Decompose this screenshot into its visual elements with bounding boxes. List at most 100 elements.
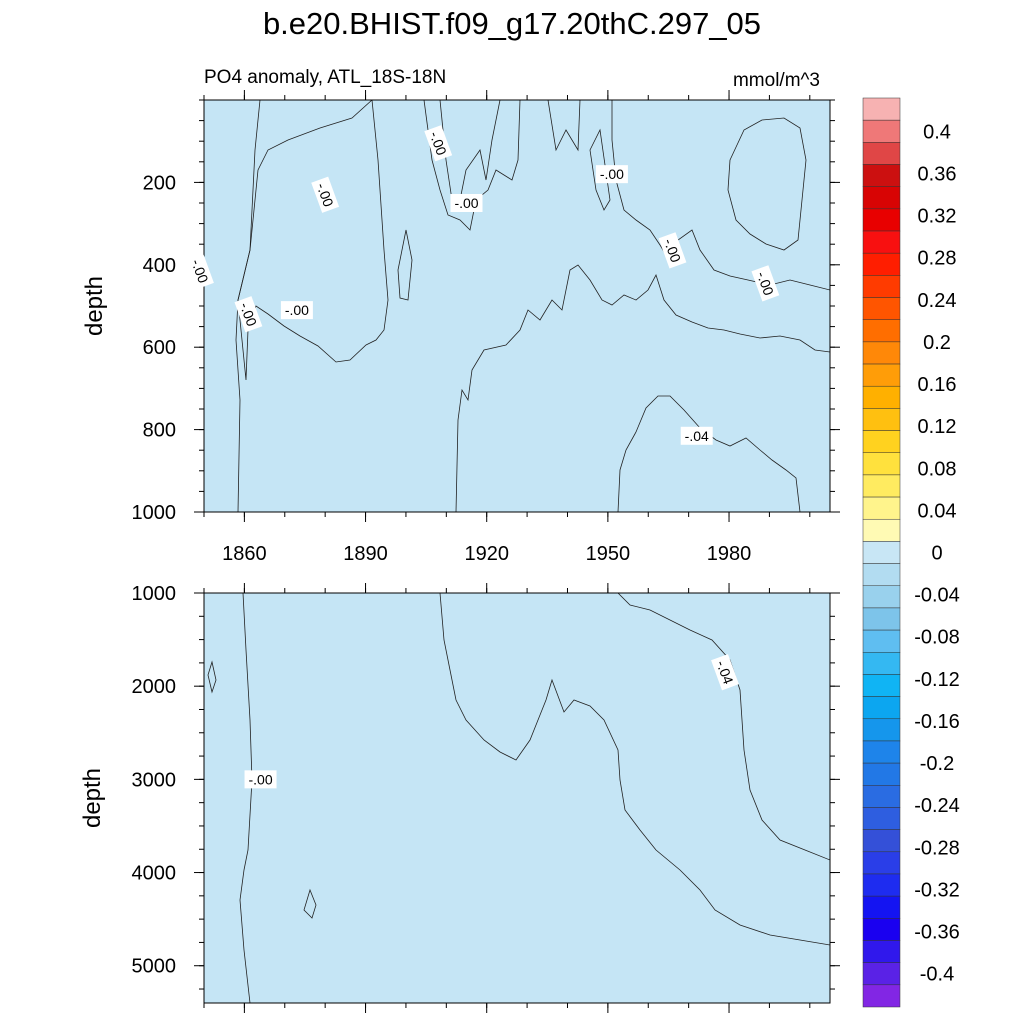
contour-label-text: -.00 [427,129,450,157]
lower-background-fill [204,593,830,1003]
colorbar-swatch [862,518,901,542]
contour-label: -.00 [450,194,483,212]
contour-label-text: -.00 [661,236,684,264]
contour-label: -.00 [234,296,263,333]
contour-label-text: -.00 [188,257,211,285]
contour-label-bg [450,194,483,212]
field-label: PO4 anomaly, ATL_18S-18N [204,67,446,88]
contour-label-bg [595,165,628,184]
contour-labels-layer: -.00 -.00 -.00 -.00 -.00 -.00 -.00 -.00 -.00 -.04… [186,125,780,789]
colorbar-label: 0.24 [918,290,957,312]
colorbar-swatch [862,164,901,187]
colorbar-swatch [862,762,901,786]
colorbar-swatch [862,208,901,232]
lower-yellow-left-strip [204,593,253,1003]
contour-label-text: -.00 [285,302,309,318]
colorbar-label: -0.04 [914,585,960,607]
contour-label: -.04 [711,654,739,691]
colorbar-swatch [862,829,901,853]
lower-yellow-tiny-blob [207,660,217,694]
contour-label: -.00 [280,301,313,320]
colorbar-swatch [862,319,901,343]
y-tick-label: 1000 [132,583,177,605]
colorbar-swatch [862,363,901,387]
upper-yellow-small-right [397,229,413,301]
contour-label-bg [234,296,263,333]
colorbar-swatch [862,895,901,919]
colorbar-label: -0.2 [920,753,954,775]
contour-label-bg [424,125,453,162]
contour-label-bg [280,301,313,320]
colorbar-swatch [862,718,901,742]
colorbar-swatch [862,408,901,431]
colorbar-swatch [862,341,901,365]
colorbar-label: -0.4 [920,964,954,986]
colorbar-swatch [862,873,901,897]
y-tick-label: 600 [143,337,176,359]
contour-label: -.00 [186,252,214,290]
contour-label-text: -.00 [237,300,260,328]
colorbar-swatch [862,629,901,653]
colorbar-label: 0.32 [918,206,957,228]
contour-label-text: -.00 [454,195,478,211]
colorbar-swatch [862,230,901,254]
colorbar-label: -0.08 [914,627,960,649]
colorbar-swatch [862,275,901,298]
lower-panel-plot [204,593,830,1003]
colorbar-swatch [862,541,901,564]
colorbar-swatch [862,940,901,963]
colorbar-swatch [862,452,901,476]
colorbar-swatch [862,430,901,453]
contour-label-text: -.04 [685,428,709,444]
colorbar-label: 0.2 [923,332,951,354]
x-tick-label: 1950 [586,543,631,565]
lower-yellow-small-blob [303,888,317,919]
x-tick-label: 1920 [464,543,509,565]
colorbar-swatch [862,297,901,320]
x-tick-label: 1980 [707,543,752,565]
upper-blue-deep-region [455,264,830,512]
contour-label: -.00 [244,770,277,789]
upper-yellow-left-region [204,100,261,512]
contour-label-bg [711,654,739,691]
colorbar-label: -0.16 [914,711,960,733]
colorbar-label: 0.16 [918,374,957,396]
colorbar: 0.4 0.36 0.32 0.28 0.24 0.2 0.16 0.12 0.08 0.04 0 -… [862,97,960,1008]
colorbar-label: -0.32 [914,879,960,901]
contour-label-text: -.00 [248,771,272,787]
y-tick-label: 4000 [132,863,177,885]
colorbar-label: -0.12 [914,669,960,691]
colorbar-label: 0.04 [918,500,957,522]
upper-yellow-main-blob [237,100,389,381]
contour-label-text: -.00 [754,269,777,297]
contour-label: -.00 [424,125,453,162]
colorbar-swatch [862,563,901,587]
contour-label-bg [751,265,780,302]
lower-panel-frame [203,592,831,1004]
colorbar-label: -0.24 [914,795,960,817]
contour-label-bg [244,770,277,789]
colorbar-swatch [862,385,901,409]
contour-label: -.04 [680,426,713,445]
contour-label-bg [186,252,214,290]
colorbar-swatch [862,186,901,210]
contour-label: -.00 [311,176,340,213]
colorbar-label: 0 [931,543,942,565]
colorbar-label: -0.28 [914,837,960,859]
colorbar-swatch [862,740,901,764]
colorbar-label: 0.36 [918,163,957,185]
contour-label-text: -.04 [713,658,736,686]
colorbar-label: 0.08 [918,458,957,480]
colorbar-swatch [862,585,901,609]
colorbar-swatch [862,785,901,808]
y-tick-label: 3000 [132,769,177,791]
upper-yellow-streaks-c [589,128,611,211]
colorbar-swatch [862,984,901,1008]
units-label: mmol/m^3 [733,70,820,91]
contour-label-bg [658,232,687,269]
colorbar-label: 0.28 [918,248,957,270]
colorbar-swatch [862,962,901,986]
colorbar-swatch [862,696,901,720]
y-tick-label: 1000 [132,502,177,524]
